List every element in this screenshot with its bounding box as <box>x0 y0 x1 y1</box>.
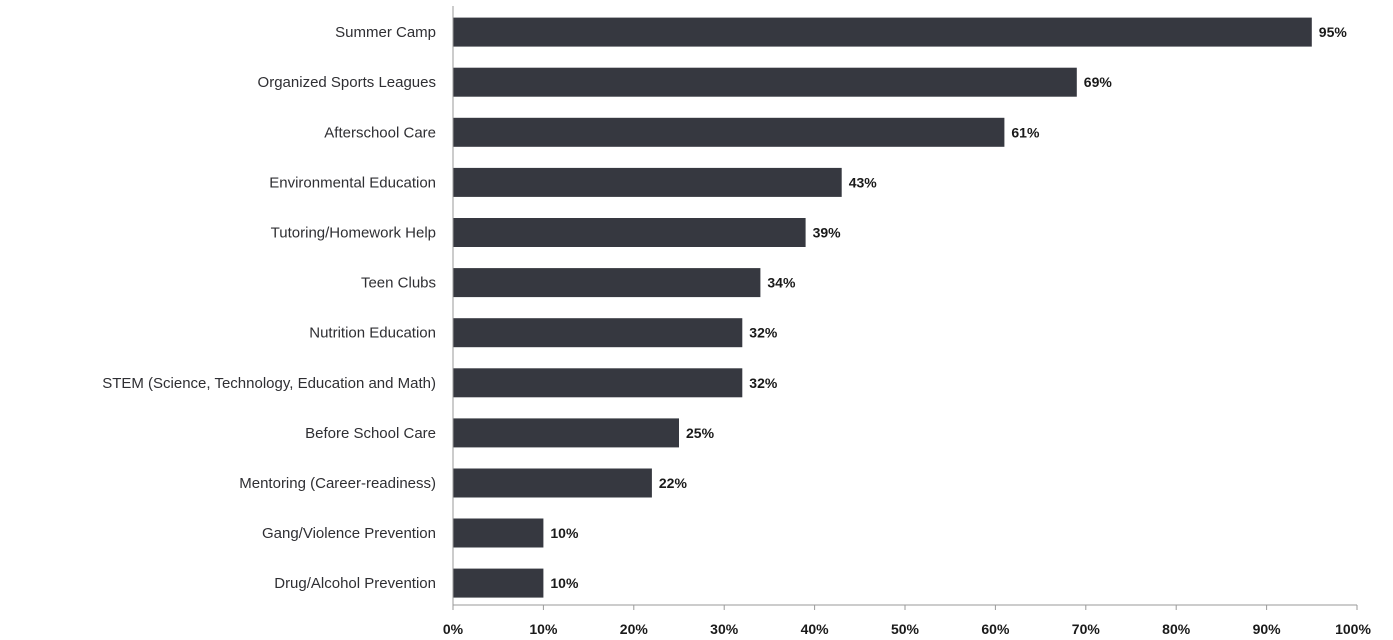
bar-mentoring-career-readiness <box>453 468 652 498</box>
category-label: Teen Clubs <box>361 275 436 292</box>
x-tick-label: 20% <box>620 621 649 637</box>
bar-nutrition-education <box>453 318 743 348</box>
category-label: Drug/Alcohol Prevention <box>274 575 436 592</box>
value-label: 95% <box>1319 24 1348 40</box>
category-label: Nutrition Education <box>309 325 436 342</box>
value-label: 10% <box>550 525 579 541</box>
x-tick-label: 90% <box>1253 621 1282 637</box>
value-label: 69% <box>1084 74 1113 90</box>
category-label: Before School Care <box>305 425 436 442</box>
bar-summer-camp <box>453 17 1312 47</box>
bar-organized-sports-leagues <box>453 67 1077 97</box>
bar-afterschool-care <box>453 117 1005 147</box>
bar-drug-alcohol-prevention <box>453 568 544 598</box>
bar-environmental-education <box>453 167 842 197</box>
bar-teen-clubs <box>453 268 761 298</box>
x-tick-label: 70% <box>1072 621 1101 637</box>
category-label: Organized Sports Leagues <box>258 74 436 91</box>
value-label: 22% <box>659 475 688 491</box>
category-label: Afterschool Care <box>324 124 436 141</box>
x-tick-label: 80% <box>1162 621 1191 637</box>
x-tick-label: 10% <box>529 621 558 637</box>
bar-tutoring-homework-help <box>453 218 806 247</box>
category-label: Gang/Violence Prevention <box>262 525 436 542</box>
x-tick-label: 100% <box>1335 621 1371 637</box>
bar-before-school-care <box>453 418 679 448</box>
bars-group <box>453 17 1312 598</box>
category-label: Environmental Education <box>269 174 436 191</box>
value-label: 10% <box>550 575 579 591</box>
category-label: STEM (Science, Technology, Education and… <box>102 375 436 392</box>
bar-gang-violence-prevention <box>453 518 544 548</box>
value-label: 25% <box>686 425 715 441</box>
value-label: 32% <box>749 325 778 341</box>
value-labels-group: 95% 69% 61% 43% 39% 34% 32% 32% 25% 22% 10% 10% <box>550 24 1347 591</box>
category-label: Summer Camp <box>335 24 436 41</box>
x-axis: 0% 10% 20% 30% 40% 50% 60% 70% 80% 90% 100% <box>443 604 1371 637</box>
value-label: 34% <box>767 275 796 291</box>
category-label: Tutoring/Homework Help <box>271 225 436 242</box>
category-labels-group: Summer Camp Organized Sports Leagues After… <box>102 24 436 592</box>
x-tick-label: 60% <box>981 621 1010 637</box>
x-tick-label: 0% <box>443 621 464 637</box>
x-tick-label: 50% <box>891 621 920 637</box>
value-label: 43% <box>849 174 878 190</box>
x-tick-label: 40% <box>801 621 830 637</box>
value-label: 61% <box>1011 124 1040 140</box>
value-label: 32% <box>749 375 778 391</box>
bar-stem-science-technology-education-and-math <box>453 368 743 398</box>
value-label: 39% <box>813 225 842 241</box>
category-label: Mentoring (Career-readiness) <box>239 475 436 492</box>
x-tick-label: 30% <box>710 621 739 637</box>
